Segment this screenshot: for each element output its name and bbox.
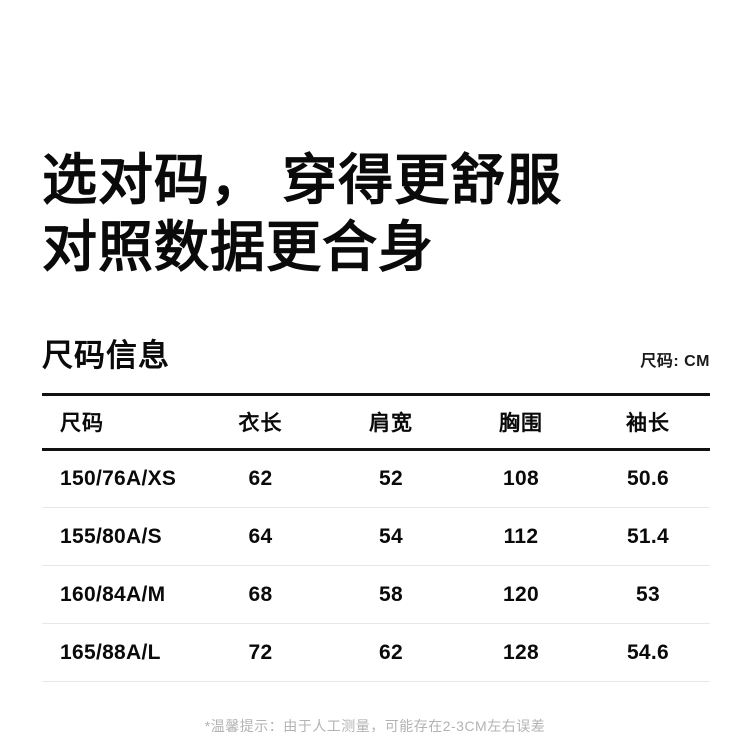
sleeve-cell: 54.6: [626, 640, 670, 664]
unit-label: 尺码: CM: [640, 353, 710, 370]
table-header-row: 尺码 衣长 肩宽 胸围 袖长: [42, 395, 710, 450]
sleeve-cell: 53: [636, 582, 660, 606]
table-row-xs: 150/76A/XS 62 52 108 50.6: [42, 450, 710, 508]
page-title: 选对码， 穿得更舒服 对照数据更合身: [42, 147, 562, 281]
table-row-m: 160/84A/M 68 58 120 53: [42, 566, 710, 624]
table-row-s: 155/80A/S 64 54 112 51.4: [42, 508, 710, 566]
shoulder-cell: 52: [379, 467, 403, 490]
size-cell: 155/80A/S: [60, 524, 162, 548]
length-cell: 68: [248, 582, 273, 606]
chest-cell: 112: [503, 524, 539, 548]
shoulder-cell: 54: [379, 524, 403, 548]
size-cell: 160/84A/M: [60, 582, 166, 606]
page-title-line2: 对照数据更合身: [42, 216, 435, 278]
page-title-line1: 选对码， 穿得更舒服: [42, 149, 563, 211]
sleeve-cell: 51.4: [626, 524, 670, 548]
size-info-header: 尺码信息 尺码: CM: [42, 338, 710, 374]
size-cell: 150/76A/XS: [60, 467, 177, 490]
shoulder-cell: 62: [379, 640, 403, 664]
measurement-disclaimer: *温馨提示：由于人工测量，可能存在2-3CM左右误差: [204, 718, 546, 734]
length-cell: 72: [248, 640, 273, 664]
column-header-size: 尺码: [60, 412, 104, 435]
column-header-shoulder: 肩宽: [369, 412, 413, 435]
size-table: 尺码 衣长 肩宽 胸围 袖长 150/76A/XS 62 52 108 50.6…: [42, 393, 710, 682]
column-header-length: 衣长: [238, 412, 283, 435]
length-cell: 64: [248, 524, 273, 548]
sleeve-cell: 50.6: [626, 467, 670, 490]
column-header-sleeve: 袖长: [626, 412, 670, 435]
chest-cell: 128: [503, 640, 539, 664]
section-title: 尺码信息: [42, 338, 170, 373]
size-cell: 165/88A/L: [60, 640, 161, 664]
column-header-chest: 胸围: [499, 412, 543, 435]
length-cell: 62: [248, 467, 273, 490]
table-row-l: 165/88A/L 72 62 128 54.6: [42, 624, 710, 682]
chest-cell: 108: [503, 467, 539, 490]
shoulder-cell: 58: [379, 582, 403, 606]
chest-cell: 120: [503, 582, 539, 606]
